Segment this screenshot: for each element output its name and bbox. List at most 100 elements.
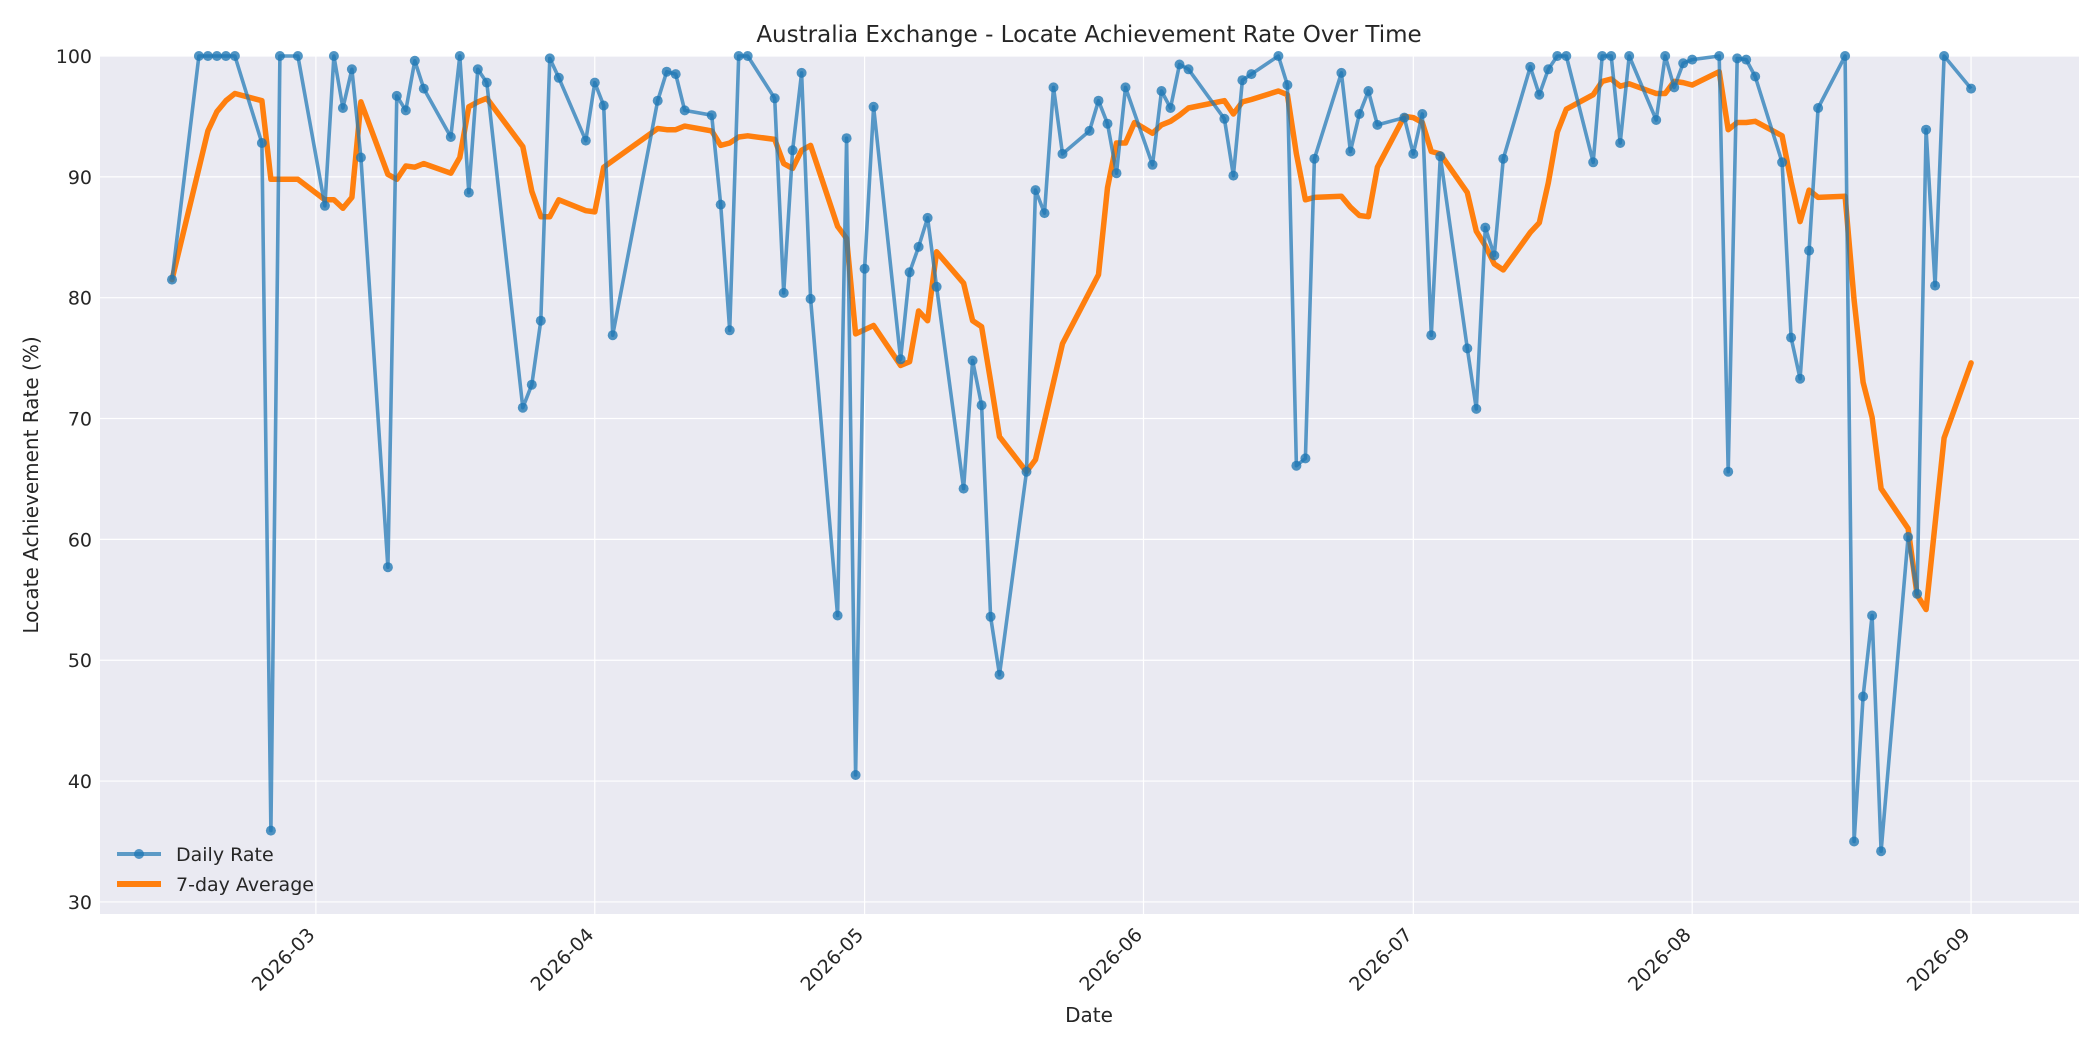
x-tick-label: 2026-03	[248, 924, 320, 996]
daily-rate-point	[1561, 51, 1572, 61]
y-tick-label: 30	[68, 892, 92, 914]
x-axis-ticks: 2026-03 2026-04 2026-05 2026-06 2026-07 2026-…	[248, 924, 1975, 996]
daily-rate-point	[1084, 125, 1095, 136]
legend-daily-label: Daily Rate	[176, 844, 274, 866]
daily-rate-point	[1615, 138, 1626, 148]
daily-rate-point	[1363, 86, 1374, 96]
daily-rate-point	[976, 400, 987, 411]
daily-rate-point	[167, 274, 177, 285]
x-tick-label: 2026-05	[796, 924, 868, 996]
daily-rate-point	[1039, 208, 1050, 219]
daily-rate-point	[859, 263, 870, 274]
daily-rate-point	[1057, 148, 1068, 159]
daily-rate-point	[292, 51, 303, 61]
daily-rate-point	[355, 152, 366, 163]
daily-rate-point	[1606, 51, 1617, 61]
daily-rate-point	[724, 325, 735, 336]
daily-rate-point	[787, 145, 798, 156]
daily-rate-point	[1471, 403, 1482, 414]
y-tick-label: 90	[68, 167, 92, 189]
daily-rate-point	[805, 293, 816, 304]
daily-rate-point	[1300, 453, 1311, 464]
daily-rate-point	[913, 241, 924, 252]
daily-rate-point	[544, 53, 555, 64]
daily-rate-point	[1939, 51, 1950, 61]
daily-rate-point	[400, 105, 411, 116]
daily-rate-point	[652, 95, 663, 106]
daily-rate-point	[265, 825, 276, 836]
chart-title: Australia Exchange - Locate Achievement …	[756, 22, 1421, 48]
daily-rate-point	[1291, 460, 1302, 471]
x-tick-label: 2026-07	[1345, 924, 1417, 996]
daily-rate-point	[481, 77, 492, 88]
daily-rate-point	[742, 51, 753, 61]
daily-rate-point	[895, 354, 906, 365]
daily-rate-point	[220, 51, 231, 61]
daily-rate-point	[1408, 148, 1419, 159]
daily-rate-point	[1660, 51, 1671, 61]
daily-rate-point	[1741, 54, 1752, 65]
daily-rate-point	[1498, 153, 1509, 164]
daily-rate-point	[1417, 109, 1428, 119]
daily-rate-point	[319, 200, 330, 211]
daily-rate-point	[679, 105, 690, 116]
daily-rate-point	[1795, 373, 1806, 384]
daily-rate-point	[337, 103, 348, 113]
legend-average-label: 7-day Average	[176, 874, 314, 896]
daily-rate-point	[328, 51, 339, 61]
daily-rate-point	[1552, 51, 1563, 61]
daily-rate-point	[931, 281, 942, 292]
daily-rate-point	[454, 51, 465, 61]
daily-rate-point	[1651, 115, 1662, 125]
daily-rate-point	[409, 55, 420, 66]
x-tick-label: 2026-09	[1903, 924, 1975, 996]
daily-rate-point	[1489, 250, 1500, 261]
daily-rate-point	[1345, 146, 1356, 157]
daily-rate-point	[769, 93, 780, 104]
grid-lines	[100, 55, 2079, 914]
daily-rate-point	[346, 64, 357, 75]
daily-rate-point	[796, 67, 807, 78]
daily-rate-point	[1921, 124, 1932, 135]
daily-rate-point	[1228, 170, 1239, 181]
daily-rate-point	[553, 72, 564, 83]
daily-rate-point	[841, 133, 852, 144]
daily-rate-point	[1930, 280, 1941, 291]
y-tick-label: 80	[68, 288, 92, 310]
y-tick-label: 100	[56, 46, 92, 68]
daily-rate-point	[994, 669, 1005, 680]
daily-rate-point	[463, 187, 474, 198]
daily-rate-point	[904, 267, 915, 278]
daily-rate-point	[535, 315, 546, 326]
y-tick-label: 60	[68, 529, 92, 551]
daily-rate-point	[1282, 80, 1293, 90]
daily-rate-point	[1867, 610, 1878, 621]
daily-rate-point	[1687, 54, 1698, 65]
daily-rate-point	[607, 330, 618, 341]
x-axis-label: Date	[1065, 1003, 1113, 1027]
daily-rate-point	[1840, 51, 1851, 61]
daily-rate-point	[1165, 103, 1176, 113]
daily-rate-point	[1723, 466, 1734, 477]
daily-rate-point	[1525, 61, 1536, 72]
daily-rate-point	[1219, 113, 1230, 124]
daily-rate-point	[1030, 185, 1041, 196]
daily-rate-point	[1588, 157, 1599, 168]
daily-rate-point	[1309, 153, 1320, 164]
daily-series	[167, 51, 1977, 857]
daily-rate-point	[967, 355, 978, 366]
legend-daily-marker	[134, 849, 144, 859]
daily-rate-point	[193, 51, 204, 61]
y-axis-ticks: 30 40 50 60 70 80 90 100	[56, 46, 92, 914]
daily-rate-point	[1732, 53, 1743, 64]
daily-rate-point	[985, 611, 996, 622]
daily-rate-point	[1183, 64, 1194, 75]
daily-rate-point	[1804, 245, 1815, 256]
daily-rate-point	[1912, 588, 1923, 599]
daily-rate-point	[1777, 157, 1788, 168]
daily-rate-point	[1354, 109, 1365, 119]
y-axis-label: Locate Achievement Rate (%)	[19, 336, 43, 633]
daily-rate-point	[580, 135, 591, 146]
daily-rate-point	[1858, 691, 1869, 702]
